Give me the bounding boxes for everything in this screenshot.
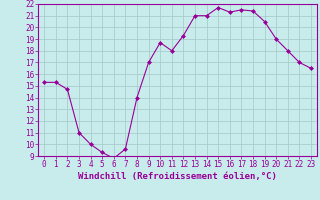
- X-axis label: Windchill (Refroidissement éolien,°C): Windchill (Refroidissement éolien,°C): [78, 172, 277, 181]
